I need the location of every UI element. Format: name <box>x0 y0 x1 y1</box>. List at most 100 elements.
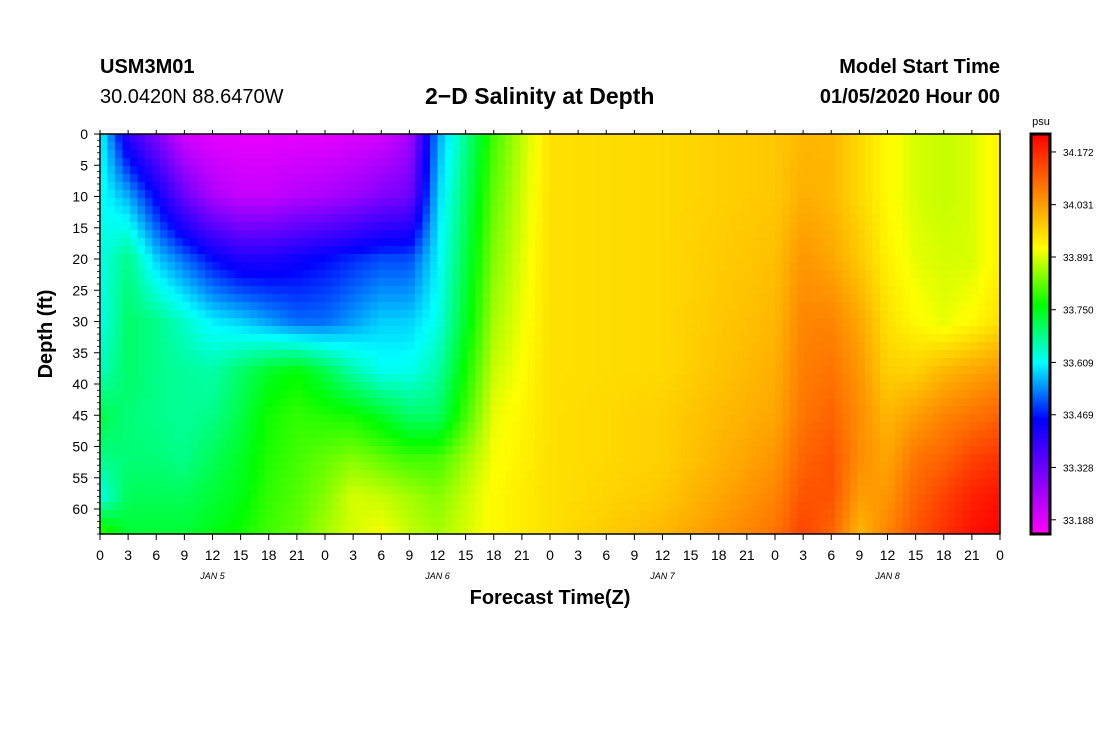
heatmap-cell <box>775 494 784 503</box>
heatmap-cell <box>122 478 131 487</box>
heatmap-cell <box>595 510 604 519</box>
heatmap-cell <box>220 518 229 527</box>
heatmap-cell <box>160 398 169 407</box>
heatmap-cell <box>377 390 386 399</box>
heatmap-cell <box>467 222 476 231</box>
heatmap-cell <box>782 406 791 415</box>
heatmap-cell <box>467 310 476 319</box>
heatmap-cell <box>205 438 214 447</box>
heatmap-cell <box>377 446 386 455</box>
heatmap-cell <box>745 254 754 263</box>
heatmap-cell <box>782 142 791 151</box>
heatmap-cell <box>557 526 566 534</box>
heatmap-cell <box>805 262 814 271</box>
heatmap-cell <box>692 414 701 423</box>
heatmap-cell <box>497 326 506 335</box>
heatmap-cell <box>512 198 521 207</box>
heatmap-cell <box>370 294 379 303</box>
heatmap-cell <box>242 334 251 343</box>
heatmap-cell <box>392 254 401 263</box>
heatmap-cell <box>422 470 431 479</box>
heatmap-cell <box>617 222 626 231</box>
heatmap-cell <box>400 254 409 263</box>
heatmap-cell <box>617 158 626 167</box>
heatmap-cell <box>512 286 521 295</box>
heatmap-cell <box>415 366 424 375</box>
heatmap-cell <box>452 414 461 423</box>
heatmap-cell <box>272 374 281 383</box>
heatmap-cell <box>242 174 251 183</box>
heatmap-cell <box>745 230 754 239</box>
heatmap-cell <box>812 406 821 415</box>
heatmap-cell <box>505 438 514 447</box>
heatmap-cell <box>370 222 379 231</box>
heatmap-cell <box>565 342 574 351</box>
heatmap-cell <box>392 510 401 519</box>
heatmap-cell <box>737 310 746 319</box>
heatmap-cell <box>107 318 116 327</box>
heatmap-cell <box>130 406 139 415</box>
heatmap-cell <box>107 166 116 175</box>
heatmap-cell <box>265 438 274 447</box>
heatmap-cell <box>647 438 656 447</box>
heatmap-cell <box>115 134 124 143</box>
heatmap-cell <box>422 478 431 487</box>
heatmap-cell <box>227 318 236 327</box>
heatmap-cell <box>752 174 761 183</box>
heatmap-cell <box>137 358 146 367</box>
heatmap-cell <box>700 222 709 231</box>
heatmap-cell <box>782 206 791 215</box>
heatmap-cell <box>400 326 409 335</box>
heatmap-cell <box>557 278 566 287</box>
heatmap-cell <box>145 278 154 287</box>
heatmap-cell <box>467 278 476 287</box>
heatmap-cell <box>512 270 521 279</box>
heatmap-cell <box>737 182 746 191</box>
heatmap-cell <box>842 150 851 159</box>
heatmap-cell <box>700 342 709 351</box>
heatmap-cell <box>805 142 814 151</box>
heatmap-cell <box>422 366 431 375</box>
heatmap-cell <box>655 326 664 335</box>
heatmap-cell <box>385 350 394 359</box>
heatmap-cell <box>355 518 364 527</box>
heatmap-cell <box>745 206 754 215</box>
heatmap-cell <box>295 166 304 175</box>
heatmap-cell <box>280 318 289 327</box>
heatmap-cell <box>595 518 604 527</box>
heatmap-cell <box>707 430 716 439</box>
heatmap-cell <box>407 334 416 343</box>
heatmap-cell <box>617 462 626 471</box>
heatmap-cell <box>692 134 701 143</box>
heatmap-cell <box>385 134 394 143</box>
heatmap-cell <box>220 190 229 199</box>
heatmap-cell <box>152 254 161 263</box>
heatmap-cell <box>760 182 769 191</box>
heatmap-cell <box>415 302 424 311</box>
heatmap-cell <box>205 222 214 231</box>
heatmap-cell <box>535 206 544 215</box>
heatmap-cell <box>377 510 386 519</box>
heatmap-cell <box>415 238 424 247</box>
heatmap-cell <box>812 254 821 263</box>
heatmap-cell <box>152 374 161 383</box>
heatmap-cell <box>760 334 769 343</box>
heatmap-cell <box>812 470 821 479</box>
heatmap-cell <box>797 270 806 279</box>
heatmap-cell <box>212 150 221 159</box>
heatmap-cell <box>722 510 731 519</box>
heatmap-cell <box>595 262 604 271</box>
heatmap-cell <box>122 134 131 143</box>
heatmap-cell <box>197 454 206 463</box>
heatmap-cell <box>220 342 229 351</box>
heatmap-cell <box>827 254 836 263</box>
heatmap-cell <box>535 326 544 335</box>
heatmap-cell <box>640 414 649 423</box>
heatmap-cell <box>647 150 656 159</box>
heatmap-cell <box>287 190 296 199</box>
heatmap-cell <box>617 278 626 287</box>
heatmap-cell <box>662 222 671 231</box>
heatmap-cell <box>580 510 589 519</box>
heatmap-cell <box>752 134 761 143</box>
heatmap-cell <box>760 294 769 303</box>
